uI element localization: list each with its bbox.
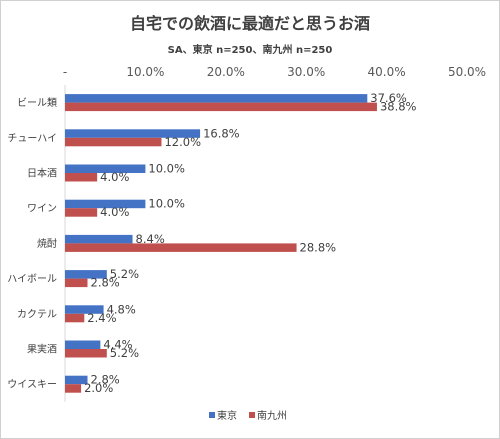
bar-minamikyushu [65,349,107,358]
legend-label: 南九州 [257,409,287,422]
bar-tokyo [65,234,133,244]
bar-tokyo [65,199,146,209]
x-tick-label: 40.0% [368,65,406,79]
data-label: 8.4% [136,232,165,246]
x-tick-label: 30.0% [287,65,325,79]
legend-label: 東京 [217,409,237,422]
bar-tokyo [65,94,368,103]
category-label: ウイスキー [7,379,57,391]
bar-minamikyushu [65,278,88,288]
chart-title: 自宅での飲酒に最適だと思うお酒 [129,14,370,33]
data-label: 10.0% [148,197,185,211]
bar-minamikyushu [65,208,98,217]
data-label: 2.8% [91,276,120,290]
data-label: 4.0% [100,205,129,219]
category-label: ワイン [27,204,57,215]
bar-tokyo [65,375,88,385]
category-label: 焼酎 [37,237,57,250]
bar-minamikyushu [65,243,297,252]
x-tick-label: 10.0% [126,65,164,79]
bar-tokyo [65,129,201,138]
data-label: 5.2% [110,346,139,360]
data-label: 2.0% [84,381,113,395]
data-label: 2.8% [91,373,120,387]
data-label: 10.0% [148,162,185,176]
data-label: 2.4% [87,311,116,325]
data-label: 16.8% [203,126,240,140]
category-label: 果実酒 [27,343,57,356]
bar-minamikyushu [65,102,377,112]
bar-tokyo [65,164,146,173]
data-label: 4.4% [103,338,132,352]
data-label: 38.8% [380,100,417,114]
legend-swatch [249,412,255,418]
category-label: 日本酒 [27,167,57,180]
bar-tokyo [65,340,101,349]
chart-subtitle: SA、東京 n=250、南九州 n=250 [167,45,333,56]
data-label: 4.0% [100,170,129,184]
data-label: 4.8% [107,302,136,316]
x-tick-label: 50.0% [448,65,486,79]
category-label: ビール類 [17,97,57,109]
bar-minamikyushu [65,173,98,182]
x-tick-label: - [63,65,67,79]
bar-minamikyushu [65,384,82,393]
x-tick-label: 20.0% [207,65,245,79]
legend-swatch [209,412,215,418]
bar-tokyo [65,305,104,314]
bar-tokyo [65,270,107,279]
bar-minamikyushu [65,313,85,323]
data-label: 12.0% [164,135,201,149]
data-label: 28.8% [300,240,337,254]
category-label: ハイボール [7,273,57,285]
data-label: 37.6% [370,91,407,105]
bar-minamikyushu [65,137,162,147]
data-label: 5.2% [110,267,139,281]
category-label: カクテル [17,308,57,320]
category-label: チューハイ [7,132,57,144]
